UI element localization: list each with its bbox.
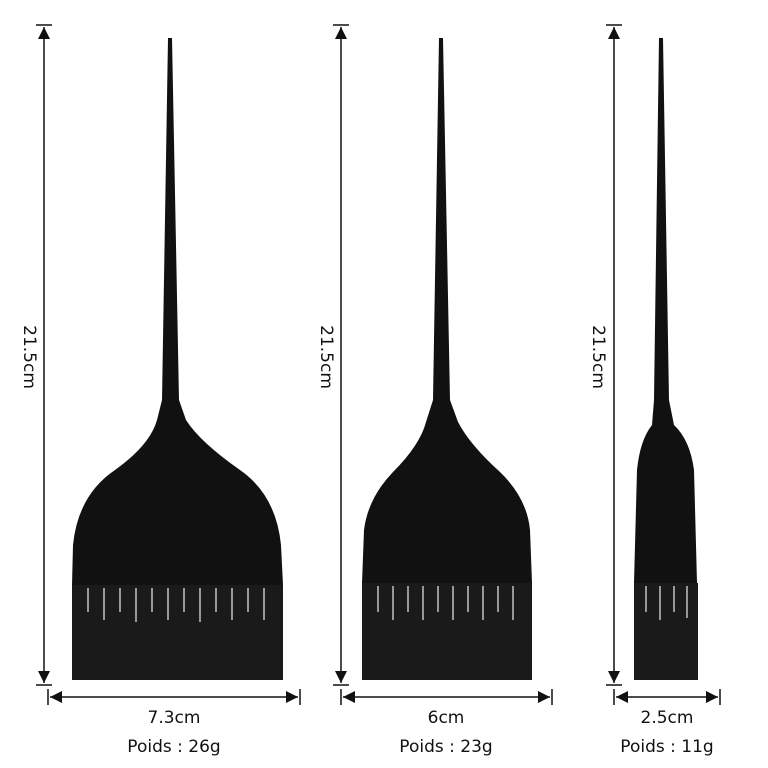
weight-label: Poids : 23g xyxy=(399,737,492,757)
height-label: 21.5cm xyxy=(316,325,336,389)
width-label: 7.3cm xyxy=(148,708,201,728)
bristle-highlights xyxy=(645,586,688,620)
dimension-height xyxy=(606,24,622,686)
height-label: 21.5cm xyxy=(19,325,39,389)
dimension-width xyxy=(47,689,301,705)
dimension-height xyxy=(333,24,349,686)
width-label: 2.5cm xyxy=(641,708,694,728)
width-label: 6cm xyxy=(428,708,465,728)
bristle-highlights xyxy=(87,588,265,622)
brush-small xyxy=(634,38,698,680)
brush-medium xyxy=(362,38,532,680)
weight-label: Poids : 11g xyxy=(620,737,713,757)
brush-large xyxy=(72,38,283,680)
bristle-highlights xyxy=(377,586,514,620)
weight-label: Poids : 26g xyxy=(127,737,220,757)
dimension-width xyxy=(613,689,721,705)
dimension-height xyxy=(36,24,52,686)
height-label: 21.5cm xyxy=(588,325,608,389)
dimension-width xyxy=(340,689,553,705)
